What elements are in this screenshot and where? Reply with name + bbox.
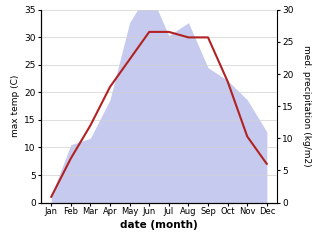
Y-axis label: max temp (C): max temp (C) bbox=[11, 75, 20, 137]
X-axis label: date (month): date (month) bbox=[120, 220, 198, 230]
Y-axis label: med. precipitation (kg/m2): med. precipitation (kg/m2) bbox=[302, 45, 311, 167]
